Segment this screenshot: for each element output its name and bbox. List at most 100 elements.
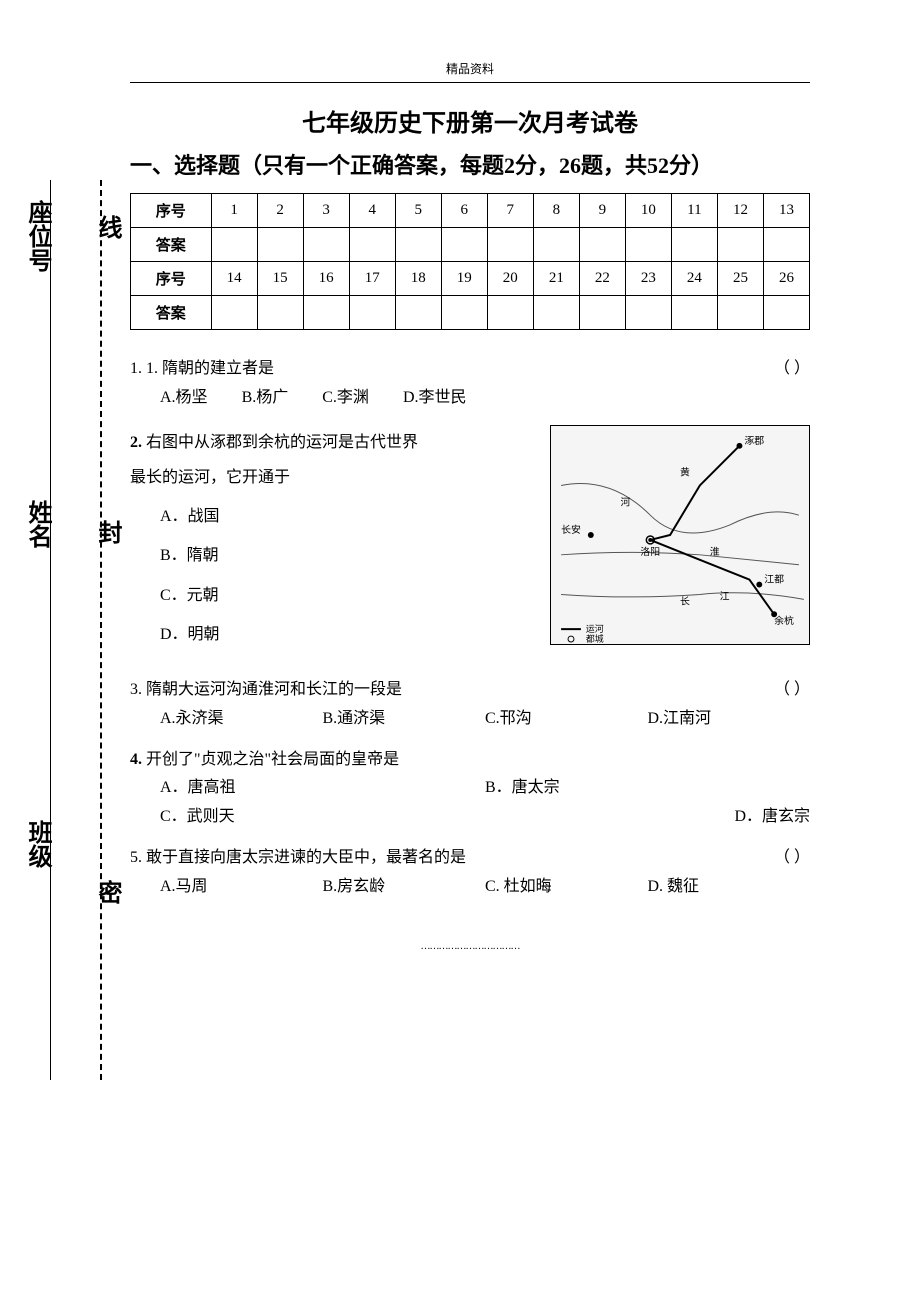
ans-cell[interactable] [717,228,763,262]
q2-optC: C．元朝 [130,578,535,613]
q2-text2: 最长的运河，它开通于 [130,460,535,495]
q5-text: 敢于直接向唐太宗进谏的大臣中，最著名的是 [146,849,466,866]
seq-cell: 17 [349,262,395,296]
seq-cell: 5 [395,194,441,228]
ans-cell[interactable] [625,296,671,330]
q4-optC: C．武则天 [160,803,485,832]
map-svg: 涿郡 长安 洛阳 余杭 江都 黄 河 淮 长 江 运河 都城 [551,426,809,644]
seq-cell: 7 [487,194,533,228]
seq-cell: 8 [533,194,579,228]
svg-text:淮: 淮 [710,546,720,558]
svg-text:洛阳: 洛阳 [640,545,660,558]
ans-cell[interactable] [303,296,349,330]
ans-cell[interactable] [441,228,487,262]
q5-num: 5. [130,849,142,866]
q5-optD: D. 魏征 [648,873,811,902]
ans-cell[interactable] [717,296,763,330]
q3-optB: B.通济渠 [323,705,486,734]
svg-text:运河: 运河 [586,623,604,634]
ans-cell[interactable] [533,228,579,262]
ans-cell[interactable] [257,296,303,330]
seq-cell: 24 [671,262,717,296]
ans-cell[interactable] [579,296,625,330]
q3-text: 隋朝大运河沟通淮河和长江的一段是 [146,681,402,698]
ans-cell[interactable] [395,296,441,330]
q4-num: 4. [130,751,142,768]
section-title: 一、选择题（只有一个正确答案，每题2分，26题，共52分） [130,148,810,183]
seq-cell: 3 [303,194,349,228]
q5-paren: （ ） [774,844,810,873]
svg-text:都城: 都城 [586,634,604,644]
margin-line [50,180,51,1080]
seq-cell: 21 [533,262,579,296]
q4-text: 开创了"贞观之治"社会局面的皇帝是 [146,751,399,768]
question-4: 4. 开创了"贞观之治"社会局面的皇帝是 A．唐高祖 B．唐太宗 C．武则天 D… [130,746,810,832]
seal-char-xian: 线 [90,215,125,239]
q3-optA: A.永济渠 [160,705,323,734]
seq-cell: 9 [579,194,625,228]
ans-cell[interactable] [395,228,441,262]
q3-num: 3. [130,681,142,698]
seal-line [100,180,102,1080]
ans-cell[interactable] [763,296,809,330]
q2-optD: D．明朝 [130,617,535,652]
q5-optB: B.房玄龄 [323,873,486,902]
seq-cell: 1 [211,194,257,228]
q4-optD: D．唐玄宗 [485,803,810,832]
ans-cell[interactable] [349,228,395,262]
q1-paren: （ ） [774,355,810,384]
svg-text:黄: 黄 [680,465,690,478]
q1-optA: A.杨坚 [160,389,208,406]
ans-cell[interactable] [625,228,671,262]
seq-cell: 25 [717,262,763,296]
question-1: 1. 1. 隋朝的建立者是 （ ） A.杨坚 B.杨广 C.李渊 D.李世民 [130,355,810,413]
q1-optB: B.杨广 [242,389,289,406]
ans-cell[interactable] [671,296,717,330]
seq-cell: 13 [763,194,809,228]
page-footer: …………………………… [130,941,810,952]
svg-text:河: 河 [621,496,631,508]
svg-text:江: 江 [720,590,730,602]
q2-optA: A．战国 [130,499,535,534]
seq-cell: 19 [441,262,487,296]
seq-cell: 11 [671,194,717,228]
seq-header: 序号 [131,194,212,228]
ans-cell[interactable] [487,228,533,262]
ans-cell[interactable] [303,228,349,262]
seq-cell: 26 [763,262,809,296]
q1-text: 隋朝的建立者是 [162,360,274,377]
ans-cell[interactable] [533,296,579,330]
q2-optB: B．隋朝 [130,538,535,573]
seq-cell: 4 [349,194,395,228]
main-content: 七年级历史下册第一次月考试卷 一、选择题（只有一个正确答案，每题2分，26题，共… [130,103,810,952]
svg-text:余杭: 余杭 [774,614,794,627]
seq-cell: 10 [625,194,671,228]
q1-optC: C.李渊 [322,389,369,406]
ans-cell[interactable] [441,296,487,330]
q3-optD: D.江南河 [648,705,811,734]
seq-cell: 16 [303,262,349,296]
ans-cell[interactable] [671,228,717,262]
svg-text:长: 长 [680,595,690,607]
ans-cell[interactable] [211,296,257,330]
ans-cell[interactable] [763,228,809,262]
q3-paren: （ ） [774,676,810,705]
ans-cell[interactable] [211,228,257,262]
question-3: 3. 隋朝大运河沟通淮河和长江的一段是 （ ） A.永济渠 B.通济渠 C.邗沟… [130,676,810,734]
seq-cell: 23 [625,262,671,296]
binding-margin: 座位号 姓名 班级 线 封 密 [10,180,110,1080]
ans-cell[interactable] [257,228,303,262]
ans-cell[interactable] [487,296,533,330]
seq-cell: 22 [579,262,625,296]
ans-cell[interactable] [349,296,395,330]
seq-cell: 12 [717,194,763,228]
q5-optC: C. 杜如晦 [485,873,648,902]
seal-char-mi: 密 [90,880,125,904]
seal-char-feng: 封 [90,520,125,544]
q3-optC: C.邗沟 [485,705,648,734]
seq-cell: 6 [441,194,487,228]
ans-cell[interactable] [579,228,625,262]
q4-optA: A．唐高祖 [160,774,485,803]
exam-title: 七年级历史下册第一次月考试卷 [130,103,810,138]
svg-text:涿郡: 涿郡 [744,435,764,447]
